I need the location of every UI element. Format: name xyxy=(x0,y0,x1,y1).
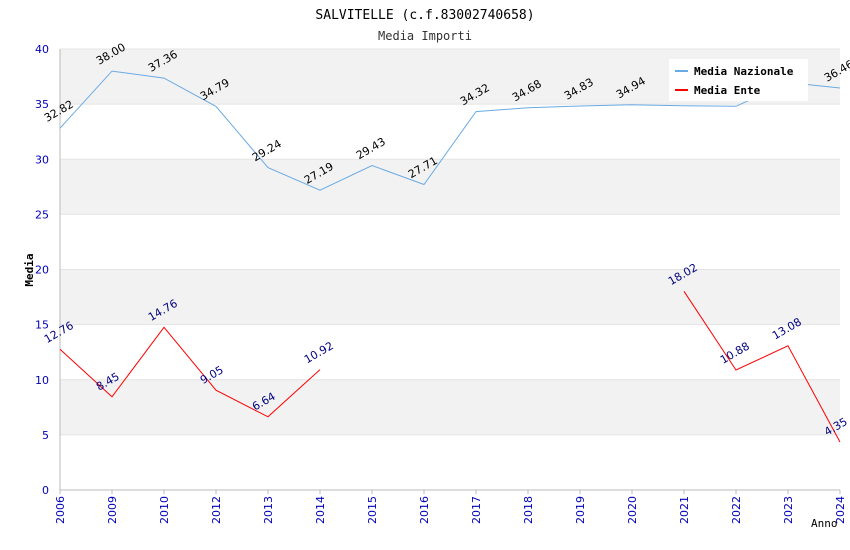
series-media-nazionale xyxy=(59,70,841,191)
grid-band xyxy=(60,104,840,160)
y-tick-label: 20 xyxy=(35,264,49,277)
y-tick-label: 25 xyxy=(35,208,49,221)
y-tick-label: 10 xyxy=(35,374,49,387)
x-tick-label: 2019 xyxy=(574,496,587,524)
y-tick-label: 0 xyxy=(42,484,49,497)
grid-band xyxy=(60,434,840,490)
legend-label: Media Nazionale xyxy=(694,65,794,78)
grid-band xyxy=(60,214,840,270)
x-tick-label: 2010 xyxy=(158,496,171,524)
x-tick-label: 2017 xyxy=(470,496,483,524)
legend: Media Nazionale Media Ente xyxy=(669,59,808,101)
x-tick-label: 2016 xyxy=(418,496,431,524)
y-tick-label: 15 xyxy=(35,319,49,332)
x-tick-label: 2006 xyxy=(54,496,67,524)
y-tick-label: 30 xyxy=(35,153,49,166)
y-tick-label: 5 xyxy=(42,429,49,442)
grid-band xyxy=(60,269,840,325)
x-tick-label: 2018 xyxy=(522,496,535,524)
x-tick-label: 2020 xyxy=(626,496,639,524)
grid-band xyxy=(60,159,840,215)
chart-subtitle: Media Importi xyxy=(378,29,472,43)
series-line xyxy=(59,326,321,418)
x-axis-title: Anno xyxy=(811,517,838,530)
series-media-ente xyxy=(59,291,841,443)
x-tick-label: 2024 xyxy=(834,496,847,524)
y-axis-title: Media xyxy=(23,253,36,286)
x-tick-label: 2013 xyxy=(262,496,275,524)
series-line xyxy=(683,291,841,443)
x-tick-label: 2022 xyxy=(730,496,743,524)
x-tick-label: 2014 xyxy=(314,496,327,524)
legend-label: Media Ente xyxy=(694,84,761,97)
legend-box xyxy=(669,59,808,101)
x-tick-label: 2015 xyxy=(366,496,379,524)
x-tick-label: 2023 xyxy=(782,496,795,524)
x-tick-label: 2009 xyxy=(106,496,119,524)
series-line xyxy=(59,70,841,191)
chart-title: SALVITELLE (c.f.83002740658) xyxy=(315,8,534,23)
y-tick-label: 35 xyxy=(35,98,49,111)
x-tick-label: 2012 xyxy=(210,496,223,524)
grid-band xyxy=(60,379,840,435)
y-tick-label: 40 xyxy=(35,43,49,56)
grid-band xyxy=(60,324,840,380)
x-tick-label: 2021 xyxy=(678,496,691,524)
